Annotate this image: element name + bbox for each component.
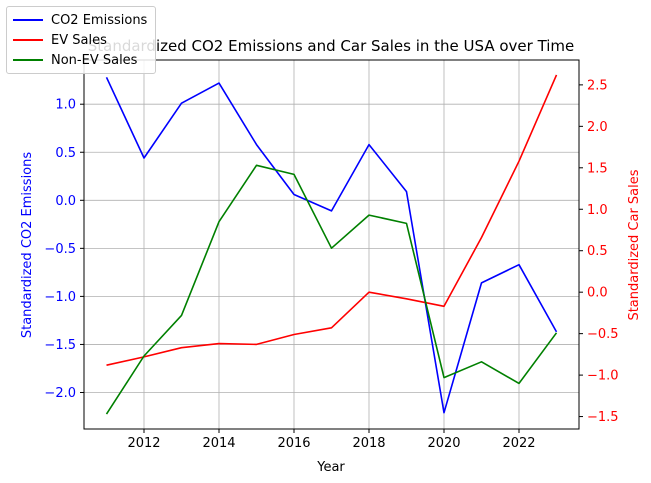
legend-swatch-co2 <box>13 19 43 21</box>
y-right-tick-label: 2.5 <box>587 78 608 93</box>
y-left-tick-label: 0.5 <box>55 146 76 161</box>
x-axis-label: Year <box>316 460 345 475</box>
y-right-tick-label: 1.5 <box>587 161 608 176</box>
x-axis: 2012 2014 2016 2018 2020 2022 <box>127 429 536 451</box>
legend-item-ev: EV Sales <box>13 30 147 50</box>
y-left-tick-label: −1.0 <box>44 290 76 305</box>
y-right-tick-label: 0.5 <box>587 244 608 259</box>
y-right-tick-label: −1.0 <box>587 369 619 384</box>
series-line-co2-emissions <box>105 76 558 414</box>
series-line-non-ev-sales <box>105 164 558 415</box>
legend-label-ev: EV Sales <box>51 32 107 48</box>
y-right-tick-label: −1.5 <box>587 410 619 425</box>
legend-item-non-ev: Non-EV Sales <box>13 50 147 70</box>
x-tick-label: 2018 <box>352 436 385 451</box>
chart-title: Standardized CO2 Emissions and Car Sales… <box>88 37 575 55</box>
legend-swatch-ev <box>13 39 43 41</box>
x-tick-label: 2014 <box>202 436 235 451</box>
y-left-tick-label: 1.0 <box>55 98 76 113</box>
y-left-tick-label: −1.5 <box>44 338 76 353</box>
x-tick-label: 2020 <box>427 436 460 451</box>
y-axis-left-label: Standardized CO2 Emissions <box>20 152 35 339</box>
series-line-ev-sales <box>106 74 558 366</box>
y-left-tick-label: 0.0 <box>55 194 76 209</box>
plot-frame <box>83 59 580 430</box>
y-left-tick-label: −2.0 <box>44 386 76 401</box>
legend: CO2 Emissions EV Sales Non-EV Sales <box>6 6 157 74</box>
legend-item-co2: CO2 Emissions <box>13 10 147 30</box>
y-right-tick-label: −0.5 <box>587 327 619 342</box>
x-tick-label: 2016 <box>277 436 310 451</box>
legend-label-non-ev: Non-EV Sales <box>51 52 138 68</box>
y-right-tick-label: 0.0 <box>587 286 608 301</box>
y-axis-right-label: Standardized Car Sales <box>627 169 642 320</box>
y-right-tick-label: 2.0 <box>587 120 608 135</box>
legend-swatch-non-ev <box>13 59 43 61</box>
grid-lines <box>84 60 579 429</box>
y-axis-right: 2.5 2.0 1.5 1.0 0.5 0.0 −0.5 −1.0 −1.5 <box>579 78 619 425</box>
x-tick-label: 2012 <box>127 436 160 451</box>
legend-label-co2: CO2 Emissions <box>51 12 148 28</box>
y-axis-left: 1.0 0.5 0.0 −0.5 −1.0 −1.5 −2.0 <box>44 98 84 401</box>
y-left-tick-label: −0.5 <box>44 242 76 257</box>
series-lines <box>105 74 558 415</box>
x-tick-label: 2022 <box>502 436 535 451</box>
y-right-tick-label: 1.0 <box>587 203 608 218</box>
